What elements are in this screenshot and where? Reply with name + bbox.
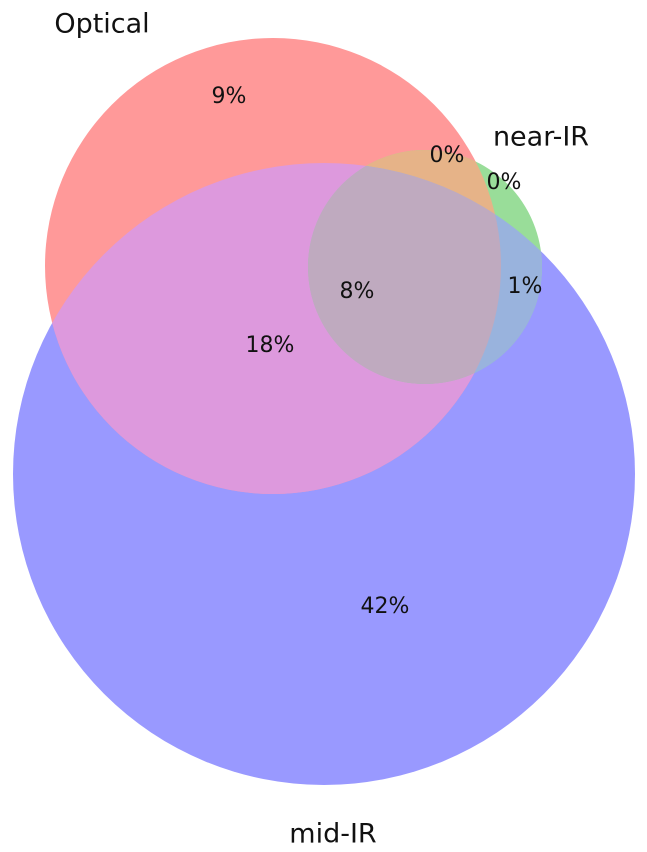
region-label: 42% [361,594,410,619]
overlap-region [45,163,501,494]
region-label: 1% [508,274,543,299]
region-label: 9% [212,84,247,109]
overlap [45,163,501,494]
overlap [308,163,501,384]
set-label: Optical [54,9,149,40]
region-label: 0% [430,143,465,168]
region-label: 18% [246,333,295,358]
set-label: mid-IR [289,819,376,850]
region-label: 0% [487,170,522,195]
overlap-region [308,163,501,384]
set-label: near-IR [493,122,589,153]
venn-shapes [13,38,635,785]
region-label: 8% [340,279,375,304]
venn-labels: Optical near-IR mid-IR 9% 0% 0% 18% 8% 1% 42% [54,9,589,850]
overlap [308,163,501,384]
